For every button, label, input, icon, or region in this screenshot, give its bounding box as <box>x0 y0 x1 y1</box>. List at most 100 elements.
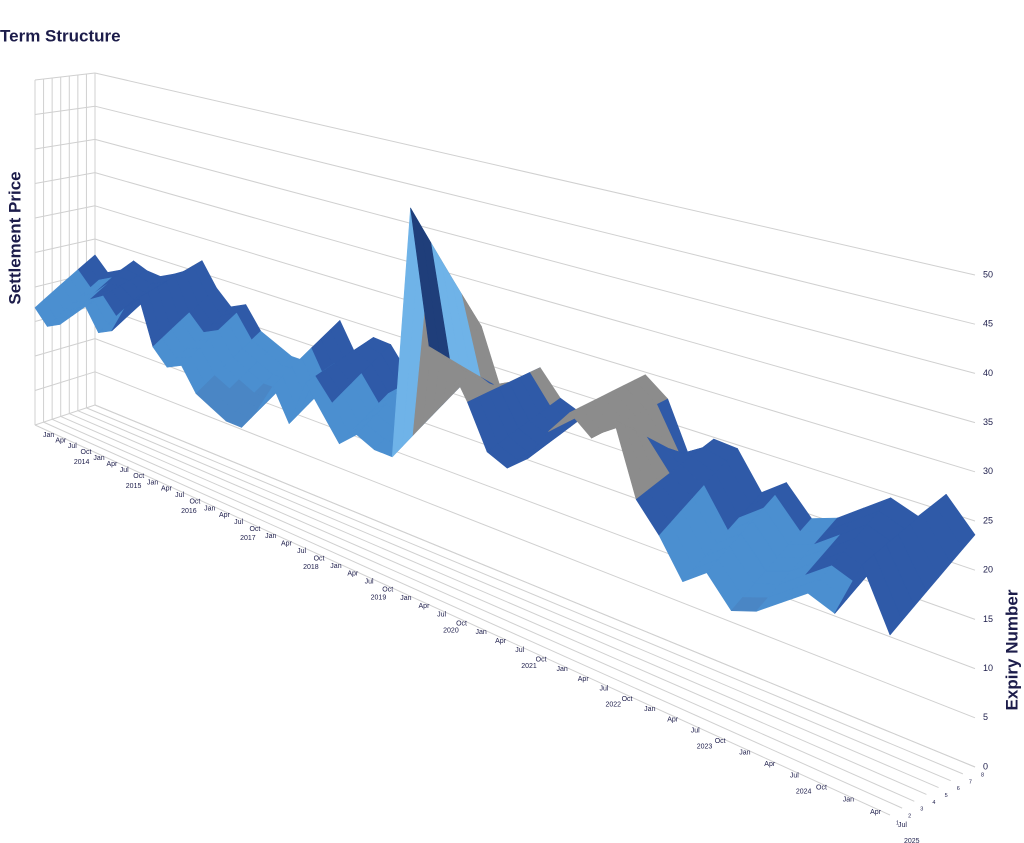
expiry-tick-label: 7 <box>969 779 972 785</box>
grid-line <box>94 138 976 374</box>
z-tick-label: 35 <box>983 417 993 427</box>
x-tick-label: Jul <box>234 519 243 526</box>
grid-line <box>51 418 915 802</box>
x-tick-label: Jul <box>898 822 907 829</box>
grid-line <box>34 404 96 426</box>
z-tick-label: 0 <box>983 761 988 771</box>
x-tick-label: Apr <box>281 540 293 547</box>
z-tick-label: 50 <box>983 269 993 279</box>
x-tick-label: Oct <box>81 449 92 456</box>
grid-line <box>94 105 976 325</box>
year-label: 2017 <box>240 535 256 542</box>
grid-line <box>60 415 927 795</box>
x-tick-label: Jan <box>93 455 104 462</box>
z-tick-label: 45 <box>983 319 993 329</box>
x-tick-label: Jul <box>297 548 306 555</box>
x-tick-label: Jul <box>515 647 524 654</box>
x-tick-label: Apr <box>764 761 776 768</box>
x-tick-label: Jan <box>400 595 411 602</box>
grid-line <box>94 371 976 719</box>
year-label: 2018 <box>303 564 319 571</box>
expiry-axis-label: Expiry Number <box>1002 589 1021 710</box>
grid-line <box>34 105 96 115</box>
grid-line <box>94 172 976 424</box>
z-tick-label: 25 <box>983 515 993 525</box>
z-tick-label: 30 <box>983 466 993 476</box>
grid-line <box>34 172 96 184</box>
x-tick-label: Oct <box>249 526 260 533</box>
x-tick-label: Jul <box>120 467 129 474</box>
grid-line <box>34 424 891 816</box>
grid-line <box>77 410 951 782</box>
x-tick-label: Oct <box>715 738 726 745</box>
x-tick-label: Apr <box>495 638 507 645</box>
x-tick-label: Apr <box>419 603 431 610</box>
year-label: 2015 <box>126 483 142 490</box>
expiry-tick-label: 6 <box>957 786 960 792</box>
x-tick-label: Apr <box>667 717 679 724</box>
x-tick-label: Jul <box>365 579 374 586</box>
x-tick-label: Oct <box>456 620 467 627</box>
expiry-tick-label: 4 <box>932 800 935 806</box>
x-tick-label: Oct <box>382 587 393 594</box>
expiry-tick-label: 8 <box>981 772 984 778</box>
x-tick-label: Jan <box>475 629 486 636</box>
year-label: 2021 <box>521 663 537 670</box>
z-tick-label: 10 <box>983 663 993 673</box>
x-tick-label: Jul <box>691 727 700 734</box>
expiry-tick-label: 3 <box>920 807 923 813</box>
x-tick-label: Apr <box>219 512 231 519</box>
x-tick-label: Oct <box>189 499 200 506</box>
grid-line <box>43 421 903 809</box>
year-label: 2025 <box>904 838 920 843</box>
x-tick-label: Apr <box>578 676 590 683</box>
x-tick-label: Jan <box>43 432 54 439</box>
grid-line <box>34 371 96 391</box>
x-tick-label: Jan <box>265 533 276 540</box>
x-tick-label: Jan <box>330 563 341 570</box>
x-tick-label: Jan <box>204 505 215 512</box>
x-tick-label: Oct <box>133 473 144 480</box>
grid-line <box>94 205 976 473</box>
year-label: 2022 <box>605 702 621 709</box>
z-tick-label: 5 <box>983 712 988 722</box>
x-tick-label: Apr <box>55 437 67 444</box>
x-tick-label: Jul <box>175 492 184 499</box>
x-tick-label: Jul <box>68 443 77 450</box>
grid-line <box>34 338 96 357</box>
grid-line <box>94 72 976 276</box>
x-tick-label: Jan <box>147 479 158 486</box>
x-tick-label: Jul <box>790 773 799 780</box>
x-tick-label: Oct <box>314 555 325 562</box>
grid-line <box>34 138 96 150</box>
x-tick-label: Jul <box>599 686 608 693</box>
surface-cell <box>861 554 903 636</box>
grid-line <box>34 238 96 253</box>
x-tick-label: Jan <box>843 797 854 804</box>
x-tick-label: Jul <box>437 612 446 619</box>
x-tick-label: Oct <box>622 696 633 703</box>
year-label: 2019 <box>371 595 387 602</box>
x-tick-label: Apr <box>347 571 359 578</box>
z-tick-label: 40 <box>983 368 993 378</box>
grid-line <box>69 413 939 789</box>
chart-title: Term Structure <box>0 26 121 45</box>
grid-line <box>34 205 96 219</box>
z-axis-label: Settlement Price <box>5 171 24 304</box>
year-label: 2024 <box>796 789 812 796</box>
x-tick-label: Oct <box>816 784 827 791</box>
x-tick-label: Jan <box>644 706 655 713</box>
expiry-tick-label: 1 <box>896 820 899 826</box>
x-tick-label: Jan <box>739 749 750 756</box>
expiry-tick-label: 5 <box>945 793 948 799</box>
grid-line <box>34 72 96 81</box>
x-tick-label: Apr <box>107 461 119 468</box>
grid-line <box>86 407 964 775</box>
year-label: 2023 <box>697 743 713 750</box>
z-tick-label: 20 <box>983 565 993 575</box>
x-tick-label: Apr <box>161 486 173 493</box>
x-tick-label: Apr <box>870 809 882 816</box>
year-label: 2014 <box>74 459 90 466</box>
year-label: 2020 <box>443 628 459 635</box>
